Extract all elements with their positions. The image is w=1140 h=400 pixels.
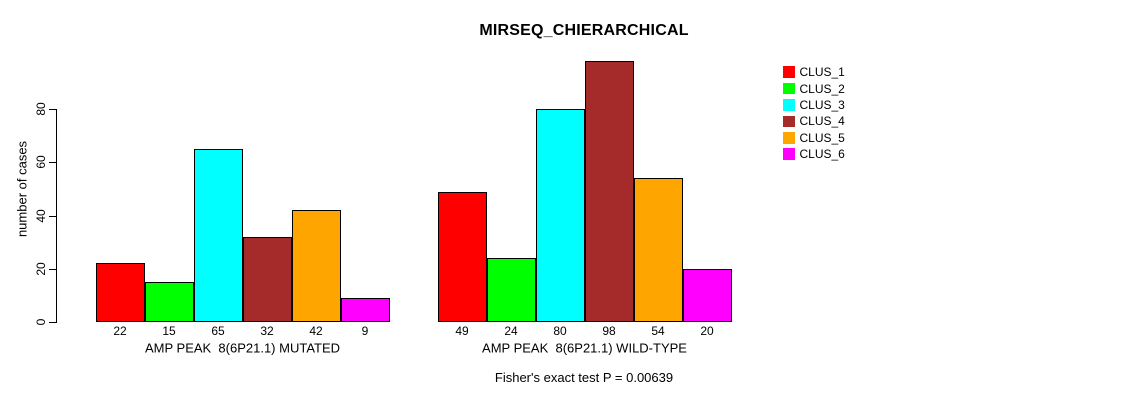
bar-value-label: 80 — [553, 324, 567, 338]
y-axis-tick-label: 20 — [34, 262, 48, 276]
y-axis-tick — [49, 109, 56, 110]
bar-clus_3-group2 — [535, 109, 585, 322]
bar-clus_4-group1 — [242, 236, 292, 322]
legend-label: CLUS_4 — [799, 114, 845, 129]
bar-clus_5-group1 — [291, 210, 341, 322]
legend-label: CLUS_2 — [799, 81, 845, 96]
bar-value-label: 42 — [309, 324, 323, 338]
bar-clus_1-group1 — [95, 263, 145, 322]
legend: CLUS_1 CLUS_2 CLUS_3 CLUS_4 CLUS_5 CLUS_6 — [783, 64, 845, 162]
y-axis-tick — [49, 162, 56, 164]
legend-label: CLUS_3 — [799, 97, 845, 112]
legend-item: CLUS_6 — [783, 146, 845, 162]
bar-value-label: 54 — [651, 324, 665, 338]
legend-swatch-clus_1-icon — [783, 66, 795, 78]
bar-value-label: 32 — [260, 324, 274, 338]
legend-label: CLUS_5 — [799, 130, 845, 145]
bar-clus_4-group2 — [584, 61, 634, 322]
bar-value-label: 24 — [504, 324, 518, 338]
annotation-fisher-test: Fisher's exact test P = 0.00639 — [494, 370, 674, 385]
bar-clus_2-group2 — [486, 258, 536, 322]
bar-clus_1-group2 — [437, 191, 487, 322]
y-axis-tick-label: 80 — [34, 102, 48, 116]
bar-value-label: 15 — [162, 324, 176, 338]
y-axis-tick-label: 40 — [34, 208, 48, 223]
bar-value-label: 20 — [700, 324, 714, 338]
legend-label: CLUS_6 — [799, 147, 845, 162]
legend-swatch-clus_6-icon — [783, 148, 795, 160]
bar-clus_2-group1 — [144, 282, 194, 322]
y-axis-tick — [49, 268, 56, 270]
y-axis-tick — [49, 215, 56, 217]
x-axis-group-label: AMP PEAK 8(6P21.1) WILD-TYPE — [482, 340, 687, 356]
legend-item: CLUS_3 — [783, 97, 845, 113]
legend-swatch-clus_5-icon — [783, 132, 795, 144]
legend-swatch-clus_4-icon — [783, 115, 795, 128]
y-axis-line — [56, 109, 57, 323]
bar-value-label: 22 — [113, 324, 127, 338]
legend-swatch-clus_3-icon — [783, 99, 795, 111]
bar-value-label: 65 — [211, 324, 225, 338]
bar-clus_3-group1 — [193, 148, 243, 322]
bar-clus_5-group2 — [633, 178, 683, 322]
legend-swatch-clus_2-icon — [783, 82, 795, 95]
bar-clus_6-group1 — [340, 298, 390, 322]
y-axis-tick — [49, 322, 56, 323]
x-axis-group-label: AMP PEAK 8(6P21.1) MUTATED — [144, 340, 341, 356]
y-axis-tick-label: 60 — [34, 155, 48, 169]
bar-value-label: 49 — [455, 324, 469, 338]
y-axis-tick-label: 0 — [34, 318, 48, 326]
bar-value-label: 98 — [602, 324, 616, 338]
legend-item: CLUS_2 — [783, 80, 845, 96]
chart-title: MIRSEQ_CHIERARCHICAL — [479, 22, 689, 39]
legend-item: CLUS_5 — [783, 130, 845, 146]
legend-item: CLUS_4 — [783, 113, 845, 129]
bar-value-label: 9 — [361, 324, 369, 338]
legend-label: CLUS_1 — [799, 65, 845, 80]
bar-clus_6-group2 — [682, 268, 732, 322]
legend-item: CLUS_1 — [783, 64, 845, 80]
